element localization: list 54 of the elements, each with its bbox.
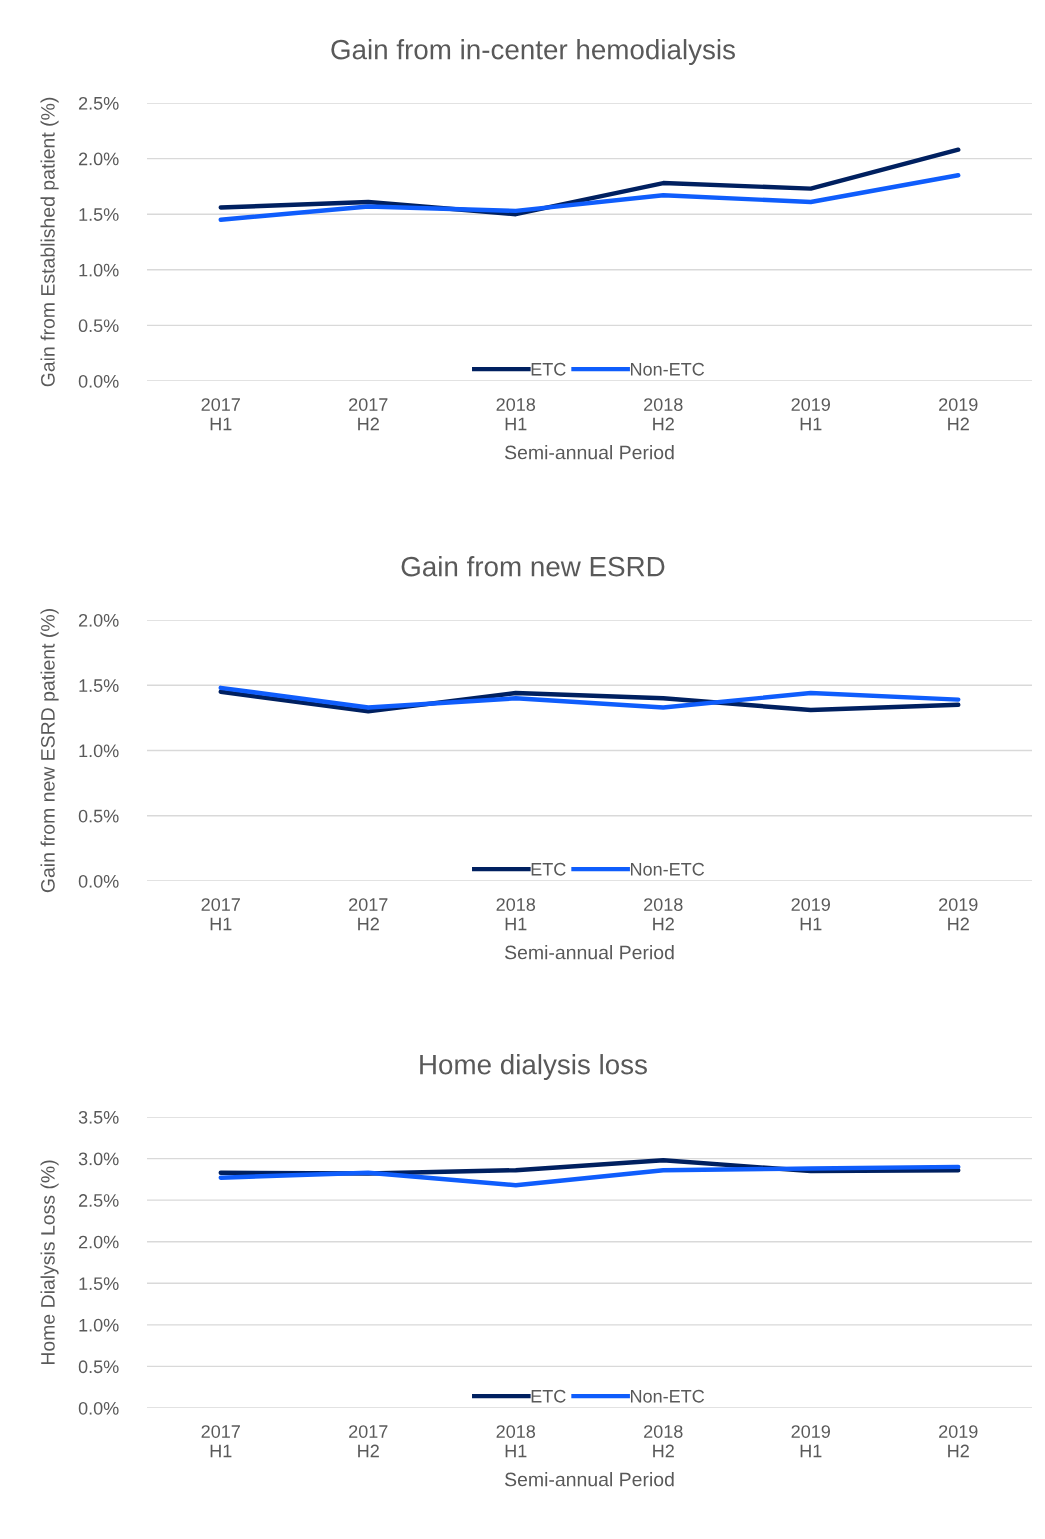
chart-title: Gain from new ESRD [401, 556, 665, 577]
y-axis-title: Gain from new ESRD patient (%) [40, 609, 59, 893]
x-tick-label: 2018 H2 [644, 1425, 683, 1458]
x-tick-label: 2019 H1 [791, 398, 830, 431]
x-axis-title: Semi-annual Period [505, 445, 674, 460]
y-tick-label: 0.0% [78, 374, 119, 388]
x-tick-label: 2018 H1 [496, 1425, 536, 1458]
y-tick-label: 1.0% [79, 263, 119, 277]
x-tick-label: 2017 H1 [201, 1425, 240, 1458]
x-axis-title: Semi-annual Period [505, 945, 674, 960]
y-tick-label: 1.0% [79, 744, 119, 758]
y-tick-label: 1.5% [79, 1277, 119, 1291]
legend-label: Non-ETC [631, 362, 705, 376]
y-tick-label: 1.5% [79, 679, 119, 692]
x-tick-label: 2018 H2 [644, 398, 683, 431]
line-series [218, 1164, 961, 1188]
y-tick-label: 1.0% [79, 1318, 119, 1332]
y-tick-label: 0.0% [78, 874, 119, 888]
x-tick-label: 2017 H2 [349, 398, 388, 431]
y-tick-label: 2.0% [78, 152, 119, 166]
legend-label: ETC [531, 862, 566, 876]
x-tick-label: 2018 H1 [496, 398, 536, 431]
y-tick-label: 0.5% [78, 809, 119, 823]
y-tick-label: 0.5% [78, 319, 119, 333]
chart-title: Gain from in-center hemodialysis [331, 39, 735, 65]
x-tick-label: 2017 H2 [349, 1425, 388, 1458]
x-tick-label: 2017 H1 [201, 898, 240, 931]
y-tick-label: 2.0% [78, 1235, 119, 1249]
x-tick-label: 2019 H1 [791, 1425, 830, 1458]
legend-label: ETC [531, 362, 566, 376]
chart-title: Home dialysis loss [420, 1054, 647, 1080]
y-tick-label: 1.5% [79, 208, 119, 221]
x-tick-label: 2017 H2 [349, 898, 388, 931]
y-tick-label: 0.5% [78, 1360, 119, 1374]
x-tick-label: 2019 H1 [791, 898, 830, 931]
y-tick-label: 2.0% [78, 613, 119, 627]
x-tick-label: 2019 H2 [939, 898, 978, 931]
y-axis-title: Home Dialysis Loss (%) [40, 1160, 59, 1365]
y-tick-label: 0.0% [78, 1401, 119, 1415]
x-tick-label: 2019 H2 [939, 1425, 978, 1458]
x-tick-label: 2017 H1 [201, 398, 240, 431]
x-tick-label: 2018 H1 [496, 898, 536, 931]
legend-label: ETC [531, 1389, 566, 1403]
x-tick-label: 2018 H2 [644, 898, 683, 931]
x-tick-label: 2019 H2 [939, 398, 978, 431]
y-tick-label: 2.5% [78, 1194, 119, 1207]
y-tick-label: 2.5% [78, 96, 119, 110]
y-axis-title: Gain from Established patient (%) [40, 97, 59, 387]
x-axis-title: Semi-annual Period [505, 1472, 674, 1487]
y-tick-label: 3.5% [78, 1110, 119, 1124]
y-tick-label: 3.0% [78, 1152, 119, 1166]
line-series [218, 173, 961, 222]
legend-label: Non-ETC [631, 1389, 705, 1403]
legend-label: Non-ETC [631, 862, 705, 876]
